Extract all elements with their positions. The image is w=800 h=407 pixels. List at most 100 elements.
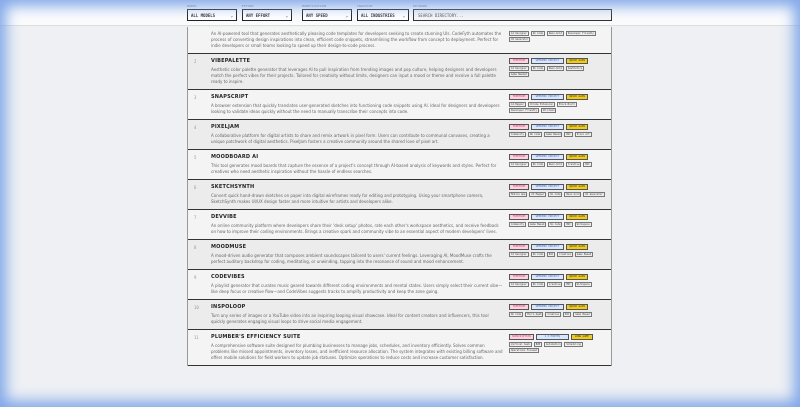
tag[interactable]: AI Designer	[509, 252, 529, 257]
idea-title[interactable]: PIXELJAM	[211, 124, 240, 130]
idea-title[interactable]: CODEVIBES	[211, 274, 245, 280]
tag[interactable]: Micro-SaaS	[525, 312, 544, 317]
tag[interactable]: Automation	[544, 342, 563, 347]
tag[interactable]: Neon-Sold	[564, 192, 582, 197]
monetization-badge: FREEMIUM	[509, 274, 529, 280]
tag[interactable]: Community	[509, 132, 526, 137]
tag[interactable]: No Code	[527, 132, 543, 137]
tag[interactable]: Creative	[565, 162, 582, 167]
tag[interactable]: Neon-Sold	[546, 66, 564, 71]
tag[interactable]: Developer Friendly	[565, 31, 596, 36]
tag[interactable]: Block-Built	[557, 102, 577, 107]
idea-row[interactable]: 6 SKETCHSYNTH Convert quick hand-drawn s…	[188, 180, 611, 210]
industry-select[interactable]: ALL INDUSTRIES ⌄	[357, 9, 409, 21]
tag-group: Community No Code Game Based B2C Pixel Art	[509, 132, 605, 137]
tag[interactable]: Game Based	[544, 132, 563, 137]
idea-row[interactable]: 11 PLUMBER'S EFFICIENCY SUITE A comprehe…	[188, 330, 611, 366]
tag[interactable]: UI Generator	[583, 192, 605, 197]
impact-badge: QUICK GAIN	[566, 58, 588, 64]
tag[interactable]: AI Mapper	[529, 192, 547, 197]
tag[interactable]: Community	[509, 222, 526, 227]
idea-title[interactable]: SNAPSCRIPT	[211, 94, 249, 100]
tag[interactable]: No Code	[530, 31, 545, 36]
monetization-select[interactable]: ANY SPEED ⌄	[302, 9, 352, 21]
tag[interactable]: Aesthetics	[565, 66, 585, 71]
tag[interactable]: B2C	[583, 162, 592, 167]
idea-row[interactable]: 2 VIBEPALETTE Aesthetic color palette ge…	[188, 54, 611, 90]
tag[interactable]: Game Needed	[509, 72, 529, 77]
row-content: PIXELJAM A collaborative platform for di…	[211, 124, 509, 145]
tag[interactable]: Operations Focused	[509, 348, 539, 353]
tag[interactable]: B2C	[564, 282, 573, 287]
idea-title[interactable]: VIBEPALETTE	[211, 58, 251, 64]
effort-badge: WEEKEND PROJECT	[531, 154, 564, 160]
idea-title[interactable]: INSPOLOOP	[211, 304, 246, 310]
tag[interactable]: Developer Friendly	[509, 108, 539, 113]
row-number: 2	[194, 59, 197, 64]
row-content: MOODBOARD AI This tool generates mood bo…	[211, 154, 509, 175]
model-label: MODEL	[187, 4, 198, 8]
badge-group: FREEMIUM WEEKEND PROJECT QUICK GAIN	[509, 94, 605, 100]
tag[interactable]: Scheduling	[564, 342, 583, 347]
badge-group: FREEMIUM WEEKEND PROJECT QUICK GAIN	[509, 58, 605, 64]
tag[interactable]: Neon-Sold	[546, 31, 564, 36]
tag[interactable]: AI Designer	[509, 66, 529, 71]
tag[interactable]: B2C	[546, 252, 556, 257]
tag[interactable]: UX-Clean	[540, 108, 557, 113]
impact-badge: QUICK GAIN	[566, 214, 588, 220]
tag[interactable]: AI Designer	[509, 282, 529, 287]
tag[interactable]: B2B	[533, 342, 543, 347]
tag[interactable]: B2C	[564, 222, 573, 227]
badge-group: FREEMIUM WEEKEND PROJECT QUICK GAIN	[509, 184, 605, 190]
tag[interactable]: Game Based	[573, 312, 592, 317]
idea-title[interactable]: MOODBOARD AI	[211, 154, 259, 160]
tag[interactable]: Workspace	[574, 222, 592, 227]
model-select[interactable]: ALL MODELS ⌄	[187, 9, 237, 21]
monetization-value: ANY SPEED	[306, 12, 328, 18]
idea-title[interactable]: PLUMBER'S EFFICIENCY SUITE	[211, 334, 301, 340]
tag[interactable]: No Code	[509, 312, 524, 317]
idea-row[interactable]: 10 INSPOLOOP Turn any series of images o…	[188, 300, 611, 330]
idea-row[interactable]: An AI-powered tool that generates aesthe…	[188, 27, 611, 54]
tag[interactable]: Creative	[545, 312, 561, 317]
tag[interactable]: Workspace	[574, 282, 592, 287]
idea-title[interactable]: MOODMUSE	[211, 244, 247, 250]
tag[interactable]: Vertical SaaS	[509, 342, 532, 347]
impact-badge: QUICK GAIN	[566, 304, 588, 310]
tag-group: AI Designer No Code Neon-Sold Creative B2C	[509, 162, 605, 167]
tag[interactable]: AI Designer	[509, 162, 529, 167]
idea-row[interactable]: 3 SNAPSCRIPT A browser extension that qu…	[188, 90, 611, 120]
tag[interactable]: Mobile App	[509, 192, 528, 197]
keyword-search-input[interactable]: SEARCH DIRECTORY...	[413, 9, 612, 21]
tag[interactable]: Chrome Extension	[527, 102, 555, 107]
tag[interactable]: No Code	[530, 162, 545, 167]
monetization-badge: FREEMIUM	[509, 214, 529, 220]
chevron-down-icon: ⌄	[402, 12, 405, 18]
idea-row[interactable]: 7 DEVVIBE An online community platform w…	[188, 210, 611, 240]
tag[interactable]: Game Based	[574, 252, 594, 257]
idea-description: This tool generates mood boards that cap…	[211, 163, 497, 174]
tag[interactable]: Creative	[546, 282, 563, 287]
tag[interactable]: No Code	[548, 222, 563, 227]
tag[interactable]: No Code	[530, 66, 545, 71]
idea-title[interactable]: DEVVIBE	[211, 214, 237, 220]
tag[interactable]: B2C	[564, 132, 573, 137]
idea-row[interactable]: 9 CODEVIBES A playlist generator that cu…	[188, 270, 611, 300]
idea-row[interactable]: 5 MOODBOARD AI This tool generates mood …	[188, 150, 611, 180]
tag[interactable]: AI-Mapper	[509, 102, 526, 107]
tag[interactable]: B2C	[563, 312, 572, 317]
idea-row[interactable]: 4 PIXELJAM A collaborative platform for …	[188, 120, 611, 150]
tag[interactable]: No Code	[548, 192, 563, 197]
tag[interactable]: No Code	[530, 282, 545, 287]
idea-title[interactable]: SKETCHSYNTH	[211, 184, 255, 190]
impact-badge: QUICK GAIN	[566, 124, 588, 130]
tag[interactable]: AI Designer	[509, 31, 529, 36]
tag[interactable]: Creative	[557, 252, 573, 257]
effort-select[interactable]: ANY EFFORT ⌄	[242, 9, 292, 21]
tag[interactable]: Neon-Sold	[546, 162, 564, 167]
tag[interactable]: Pixel Art	[574, 132, 592, 137]
tag[interactable]: Game Based	[527, 222, 547, 227]
tag[interactable]: No Code	[530, 252, 545, 257]
idea-row[interactable]: 8 MOODMUSE A mood-driven audio generator…	[188, 240, 611, 270]
tag[interactable]: UI Generator	[509, 37, 531, 42]
